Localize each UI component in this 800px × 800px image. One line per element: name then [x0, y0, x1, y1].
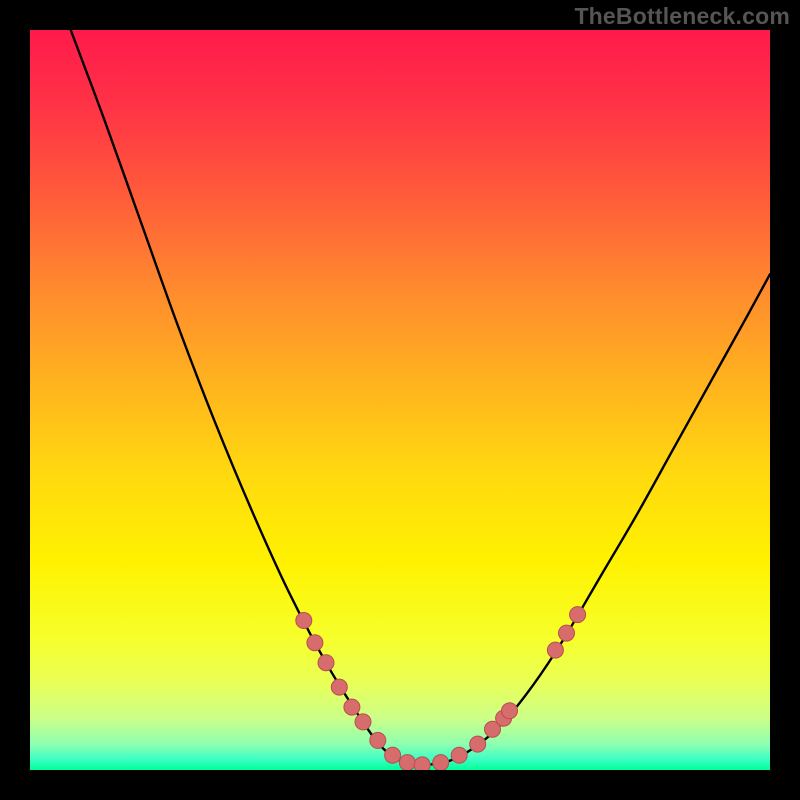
data-marker	[502, 703, 518, 719]
data-marker	[370, 732, 386, 748]
data-marker	[318, 655, 334, 671]
data-marker	[307, 635, 323, 651]
data-marker	[385, 747, 401, 763]
data-marker	[559, 625, 575, 641]
data-marker	[296, 613, 312, 629]
curve-left	[71, 30, 415, 765]
curve-right	[415, 274, 770, 765]
data-marker	[355, 714, 371, 730]
curve-layer	[30, 30, 770, 770]
data-marker	[331, 679, 347, 695]
chart-frame: TheBottleneck.com	[0, 0, 800, 800]
data-marker	[470, 736, 486, 752]
data-marker	[451, 747, 467, 763]
watermark-text: TheBottleneck.com	[574, 3, 790, 30]
data-marker	[433, 755, 449, 770]
plot-area	[30, 30, 770, 770]
data-marker	[344, 699, 360, 715]
data-marker	[547, 642, 563, 658]
data-marker	[399, 755, 415, 770]
data-marker	[414, 757, 430, 770]
data-marker	[570, 607, 586, 623]
